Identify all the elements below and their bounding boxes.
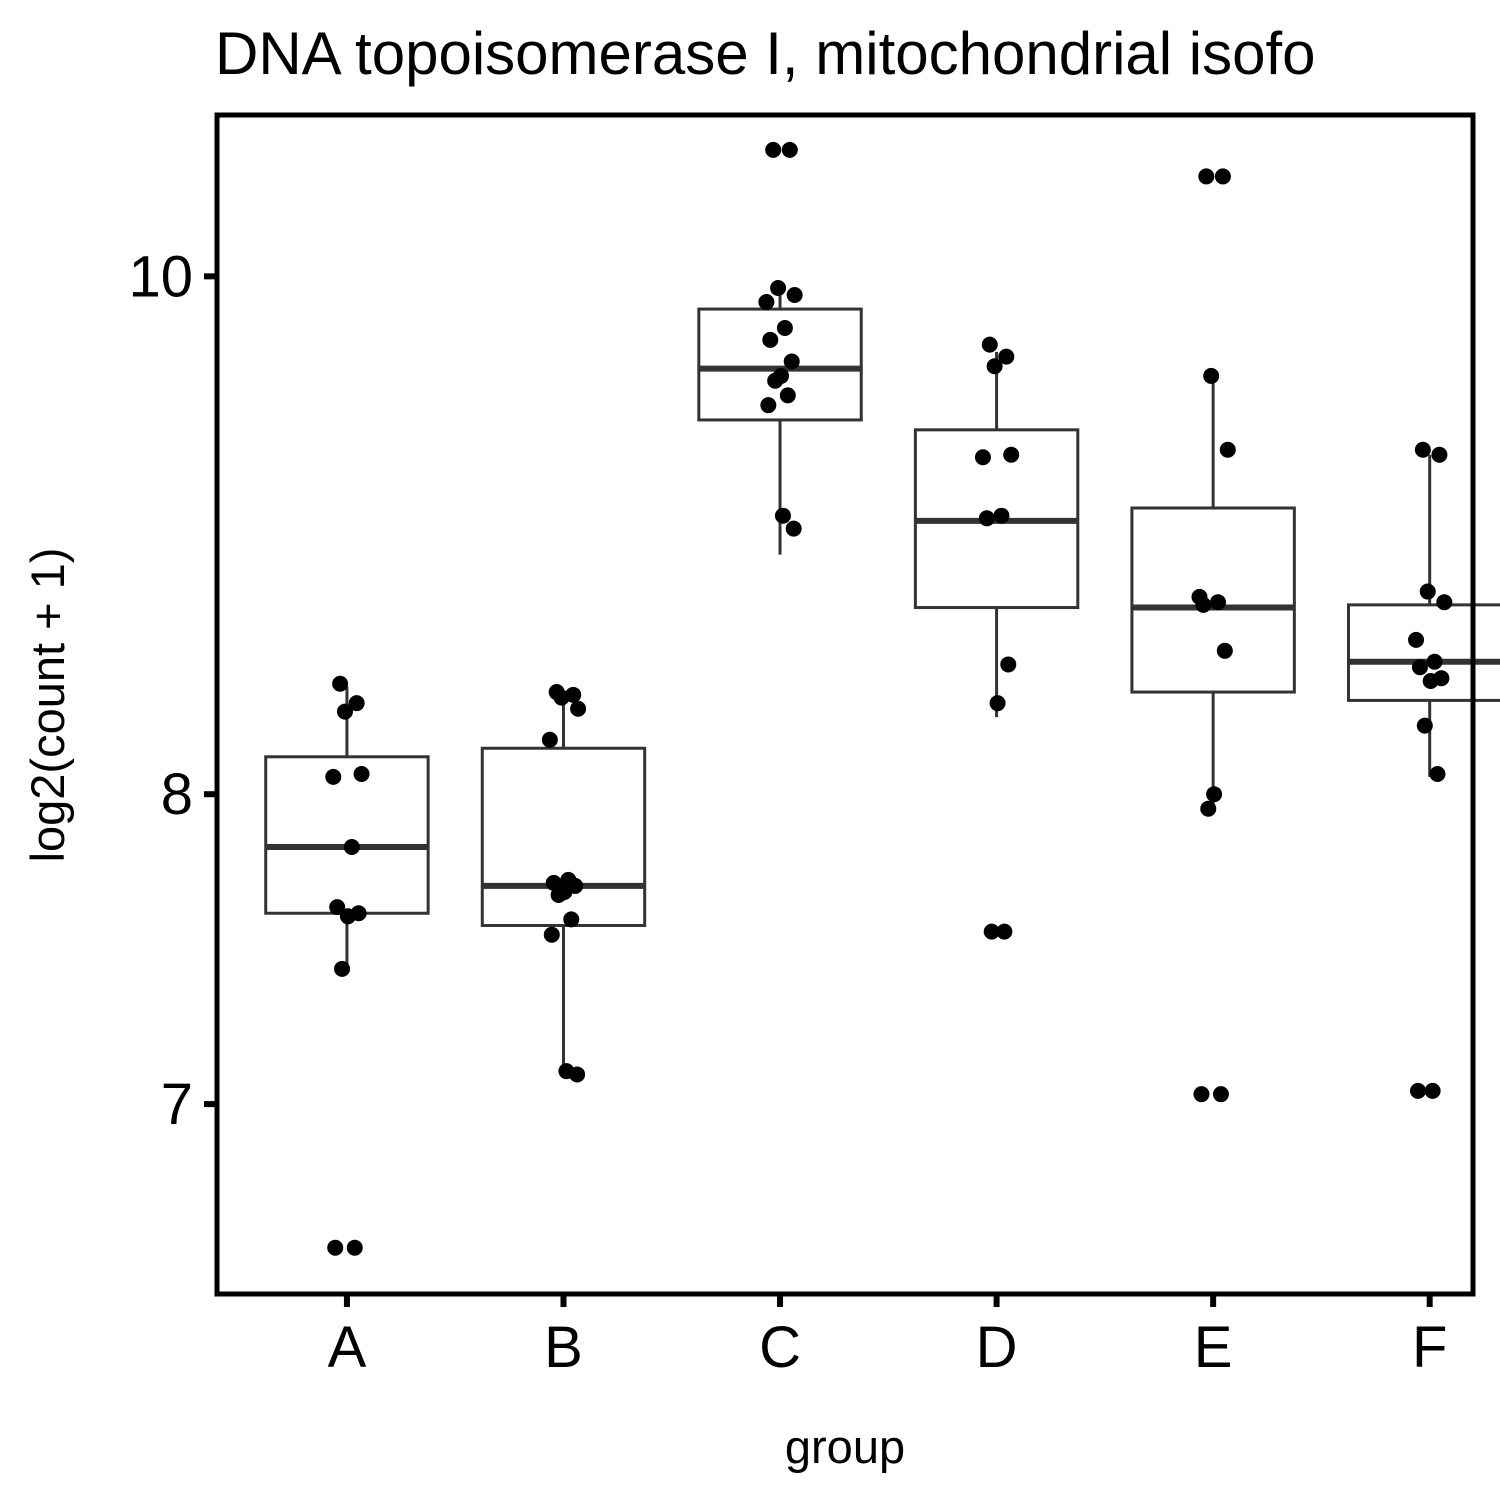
data-point-c: [783, 353, 800, 370]
data-point-d: [981, 336, 998, 353]
data-point-a: [353, 765, 370, 782]
data-point-a: [343, 839, 360, 856]
data-point-d: [993, 507, 1010, 524]
data-point-e: [1203, 367, 1220, 384]
data-point-d: [1000, 656, 1017, 673]
x-axis-title: group: [785, 1420, 905, 1473]
y-tick-label: 10: [128, 244, 193, 309]
chart-title: DNA topoisomerase I, mitochondrial isofo: [215, 20, 1316, 87]
data-point-b: [563, 911, 580, 928]
data-point-b: [545, 874, 562, 891]
data-point-a: [334, 960, 351, 977]
x-tick-label: F: [1412, 1315, 1447, 1380]
data-point-c: [762, 331, 779, 348]
data-point-a: [346, 1239, 363, 1256]
data-point-e: [1193, 1086, 1210, 1103]
x-tick-label: D: [976, 1315, 1018, 1380]
x-tick-label: E: [1194, 1315, 1233, 1380]
data-point-a: [327, 1239, 344, 1256]
data-point-a: [339, 908, 356, 925]
x-tick-label: B: [544, 1315, 583, 1380]
data-point-b: [543, 926, 560, 943]
data-point-a: [348, 695, 365, 712]
data-point-f: [1409, 1082, 1426, 1099]
data-point-d: [989, 695, 1006, 712]
data-point-b: [541, 731, 558, 748]
data-point-e: [1219, 441, 1236, 458]
y-axis-title: log2(count + 1): [21, 548, 74, 863]
data-point-f: [1424, 1082, 1441, 1099]
data-point-e: [1206, 786, 1223, 803]
data-point-c: [760, 397, 777, 414]
box-f: [1346, 603, 1500, 702]
data-point-c: [785, 520, 802, 537]
data-point-f: [1416, 717, 1433, 734]
x-tick-label: C: [759, 1315, 801, 1380]
data-point-e: [1214, 168, 1231, 185]
data-point-e: [1195, 596, 1212, 613]
data-point-b: [553, 689, 570, 706]
data-point-f: [1436, 594, 1453, 611]
data-point-b: [569, 1066, 586, 1083]
data-point-b: [570, 700, 587, 717]
x-axis: A B C D E F: [328, 1296, 1447, 1380]
data-point-a: [332, 675, 349, 692]
x-tick-label: A: [328, 1315, 367, 1380]
data-point-e: [1216, 642, 1233, 659]
data-point-c: [767, 372, 784, 389]
plot-panel-border: [214, 112, 1476, 1297]
data-point-d: [996, 923, 1013, 940]
data-point-b: [550, 886, 567, 903]
data-point-f: [1431, 446, 1448, 463]
data-point-c: [779, 387, 796, 404]
data-point-c: [774, 507, 791, 524]
data-point-c: [770, 279, 787, 296]
data-point-f: [1422, 672, 1439, 689]
data-point-a: [325, 768, 342, 785]
data-point-c: [776, 319, 793, 336]
data-point-e: [1200, 800, 1217, 817]
data-point-d: [986, 358, 1003, 375]
data-point-f: [1419, 583, 1436, 600]
data-point-f: [1429, 765, 1446, 782]
data-point-f: [1408, 631, 1425, 648]
data-point-d: [978, 510, 995, 527]
data-point-c: [765, 141, 782, 158]
data-point-a: [336, 703, 353, 720]
boxes-layer: [264, 287, 1500, 1075]
data-point-e: [1198, 168, 1215, 185]
data-point-d: [998, 348, 1015, 365]
data-point-f: [1414, 441, 1431, 458]
data-point-e: [1212, 1086, 1229, 1103]
y-axis: 7 8 10: [128, 244, 215, 1137]
data-point-f: [1426, 653, 1443, 670]
points-layer: [325, 141, 1453, 1256]
data-point-c: [786, 286, 803, 303]
data-point-d: [983, 923, 1000, 940]
data-point-c: [781, 141, 798, 158]
data-point-e: [1210, 594, 1227, 611]
y-tick-label: 8: [161, 762, 193, 827]
y-tick-label: 7: [161, 1072, 193, 1137]
box-a: [264, 755, 430, 915]
data-point-f: [1411, 659, 1428, 676]
data-point-a: [329, 899, 346, 916]
data-point-d: [1003, 446, 1020, 463]
data-point-c: [758, 294, 775, 311]
data-point-d: [974, 449, 991, 466]
